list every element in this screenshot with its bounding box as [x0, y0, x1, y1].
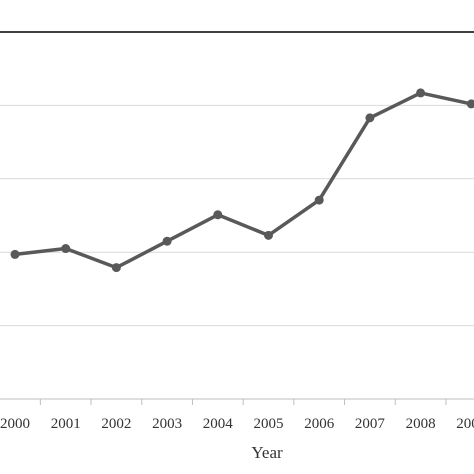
x-tick-label: 2009: [456, 416, 474, 432]
x-tick-label: 2004: [203, 416, 234, 432]
data-point: [264, 230, 273, 240]
data-point: [314, 195, 324, 205]
data-point: [111, 263, 121, 273]
data-point: [416, 88, 426, 98]
axes: [0, 31, 474, 400]
data-point: [466, 99, 474, 109]
series-line: [14, 91, 472, 270]
x-tick-label: 2005: [254, 416, 284, 432]
data-point: [61, 244, 71, 254]
data-point: [10, 249, 20, 259]
data-point: [213, 210, 223, 220]
x-axis-ticks: [39, 399, 447, 405]
x-tick-label: 2003: [152, 416, 182, 432]
x-tick-label: 2008: [406, 416, 436, 432]
data-point: [365, 113, 375, 123]
series-layer: [10, 88, 474, 273]
x-tick-label: 2000: [0, 416, 30, 432]
x-tick-label: 2007: [355, 416, 386, 432]
x-tick-label: 2006: [304, 416, 335, 432]
x-tick-label: 2001: [51, 416, 81, 432]
x-tick-label: 2002: [101, 416, 131, 432]
x-axis-title: Year: [251, 443, 283, 462]
gridlines: [0, 104, 474, 327]
x-tick-labels: 2000 2001 2002 2003 2004 2005 2006 2007 2008 2009: [0, 416, 474, 432]
data-point: [162, 236, 172, 246]
